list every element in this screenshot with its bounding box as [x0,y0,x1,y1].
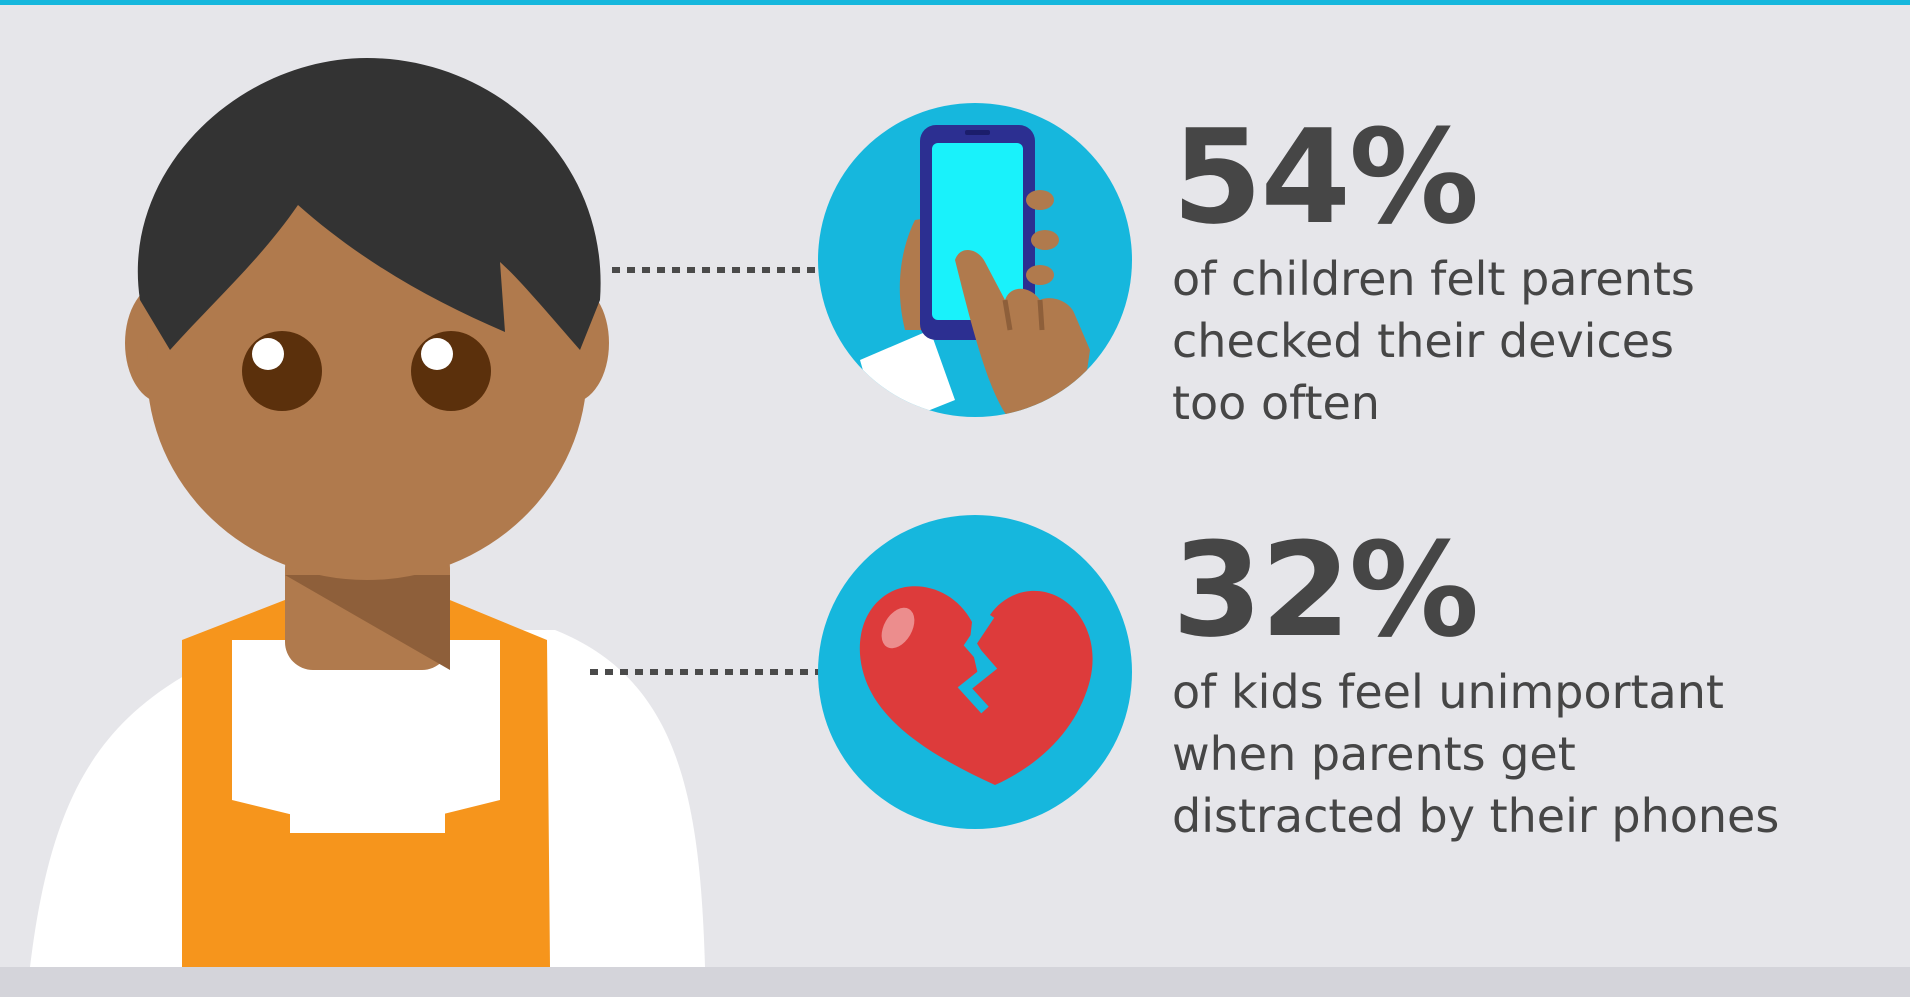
stat-value: 32% [1172,514,1479,666]
shirt-collar [232,640,500,833]
stat-caption-line: too often [1172,376,1380,430]
top-accent-line [0,0,1910,5]
stat-block-unimportant: 32% of kids feel unimportant when parent… [1172,525,1779,847]
neck-shadow [285,575,450,670]
footer-band [0,967,1910,997]
stat-caption-line: distracted by their phones [1172,789,1780,843]
stat-caption-line: of kids feel unimportant [1172,665,1724,719]
stat-caption: of kids feel unimportant when parents ge… [1172,661,1779,847]
stat-value: 54% [1172,101,1479,253]
right-eye [411,331,491,411]
hair [137,58,601,350]
stat-block-devices: 54% of children felt parents checked the… [1172,112,1695,434]
broken-heart-icon [818,515,1132,829]
child-figure [30,58,705,967]
left-eye [242,331,322,411]
smartphone-hand-icon [818,103,1132,417]
stat-caption-line: of children felt parents [1172,252,1695,306]
stat-caption: of children felt parents checked their d… [1172,248,1695,434]
stat-caption-line: when parents get [1172,727,1576,781]
stat-caption-line: checked their devices [1172,314,1675,368]
